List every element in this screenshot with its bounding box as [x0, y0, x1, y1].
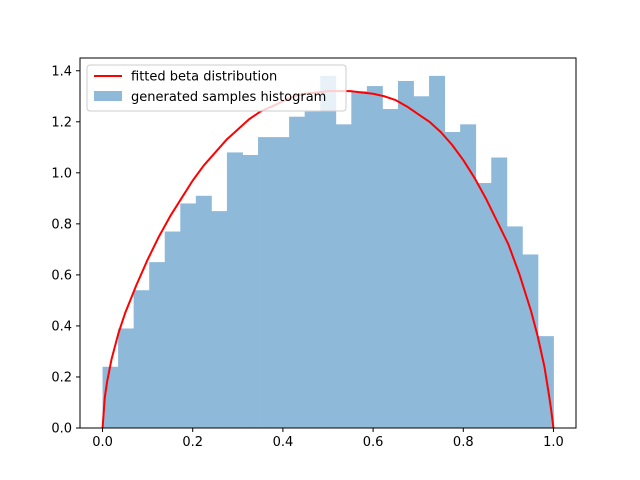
x-tick-label: 0.6	[363, 435, 384, 450]
x-tick-label: 1.0	[543, 435, 564, 450]
histogram-bar	[118, 328, 135, 428]
histogram-bar	[522, 254, 539, 428]
histogram-bar	[413, 96, 430, 428]
y-tick-label: 0.0	[51, 422, 72, 437]
legend-bar-swatch	[94, 91, 122, 101]
x-tick-label: 0.2	[182, 435, 203, 450]
y-tick-label: 1.0	[51, 166, 72, 181]
histogram-bar	[304, 111, 321, 428]
histogram-bar	[164, 231, 181, 428]
histogram-bars	[102, 75, 554, 429]
histogram-bar	[226, 152, 243, 428]
histogram-bar	[460, 124, 477, 428]
y-tick-label: 0.4	[51, 319, 72, 334]
histogram-bar	[320, 75, 337, 429]
histogram-bar	[289, 116, 306, 428]
y-tick-label: 1.2	[51, 115, 72, 130]
histogram-bar	[242, 154, 259, 428]
histogram-bar	[429, 75, 446, 429]
x-tick-label: 0.8	[453, 435, 474, 450]
histogram-bar	[366, 86, 383, 428]
legend-box	[86, 64, 347, 112]
histogram-bar	[506, 226, 523, 428]
histogram-bar	[258, 137, 274, 428]
y-tick-label: 0.8	[51, 217, 72, 232]
x-tick-label: 0.0	[92, 435, 113, 450]
histogram-bar	[211, 211, 228, 428]
axes: 0.0 0.2 0.4 0.6 0.8 1.0 0.0 0.2 0.4 0.6 0.8 1.0 1.2 1…	[51, 57, 577, 450]
histogram-bar	[491, 157, 508, 428]
legend: fitted beta distribution generated sample…	[86, 64, 347, 112]
histogram-bar	[149, 262, 166, 428]
histogram-bar	[382, 109, 399, 428]
histogram-bar	[444, 132, 461, 428]
histogram-bar	[133, 290, 150, 428]
histogram-bar	[180, 203, 197, 428]
x-tick-label: 0.4	[273, 435, 294, 450]
histogram-bar	[195, 195, 212, 428]
histogram-bar	[397, 80, 414, 428]
histogram-bar	[351, 91, 368, 429]
histogram-bar	[335, 124, 352, 428]
y-tick-label: 0.2	[51, 370, 72, 385]
plot-frame	[79, 57, 577, 429]
y-tick-label: 1.4	[51, 64, 72, 79]
histogram-bar	[475, 183, 492, 428]
legend-label: fitted beta distribution	[131, 70, 277, 85]
histogram-bar	[273, 137, 290, 428]
legend-label: generated samples histogram	[131, 90, 326, 105]
y-tick-label: 0.6	[51, 268, 72, 283]
